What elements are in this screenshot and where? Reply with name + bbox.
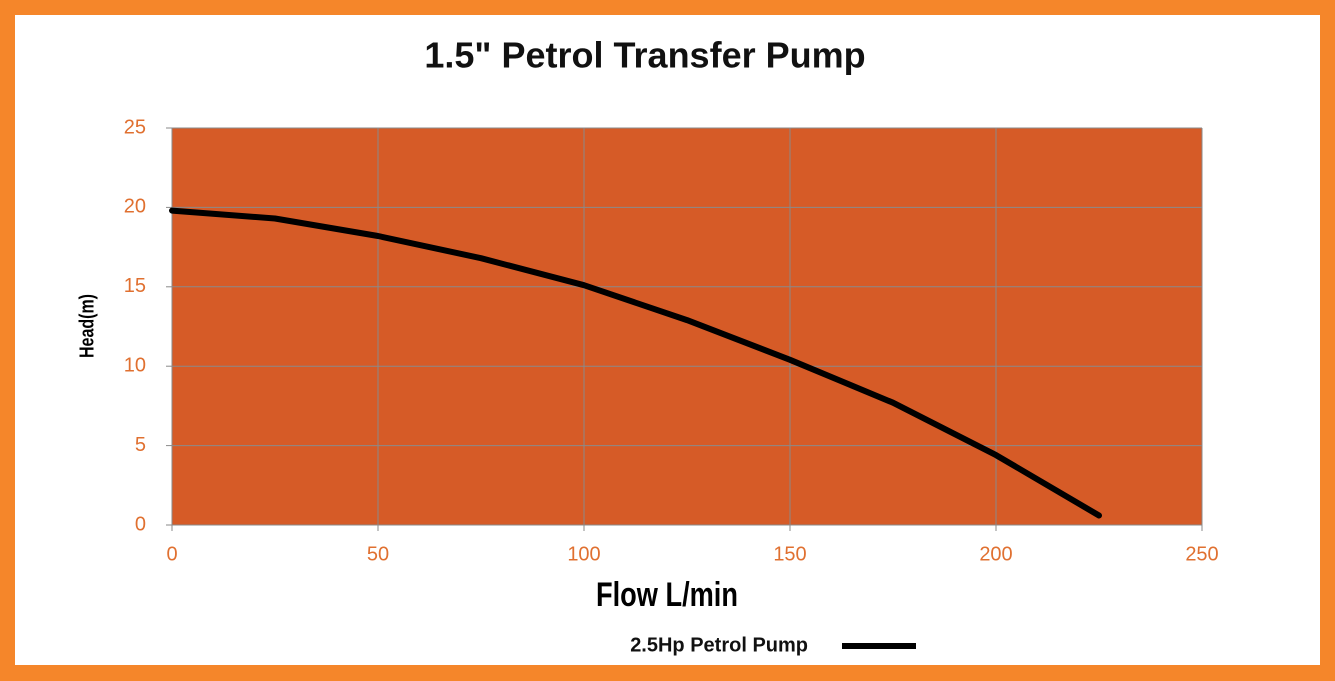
x-tick-label: 100 <box>567 543 600 565</box>
plot-area <box>172 128 1202 525</box>
y-tick-label: 15 <box>124 275 146 297</box>
x-axis-label: Flow L/min <box>596 575 738 614</box>
x-tick-label: 0 <box>166 543 177 565</box>
x-tick-label: 150 <box>773 543 806 565</box>
legend-label: 2.5Hp Petrol Pump <box>630 634 808 656</box>
x-tick-label: 50 <box>367 543 389 565</box>
y-tick-label: 25 <box>124 116 146 138</box>
chart-title: 1.5" Petrol Transfer Pump <box>424 35 865 76</box>
y-tick-label: 0 <box>135 513 146 535</box>
y-tick-label: 10 <box>124 354 146 376</box>
y-tick-label: 5 <box>135 434 146 456</box>
data-line <box>169 207 1102 519</box>
x-tick-label: 250 <box>1185 543 1218 565</box>
y-tick-label: 20 <box>124 196 146 218</box>
y-axis-label: Head(m) <box>76 294 98 358</box>
x-tick-label: 200 <box>979 543 1012 565</box>
